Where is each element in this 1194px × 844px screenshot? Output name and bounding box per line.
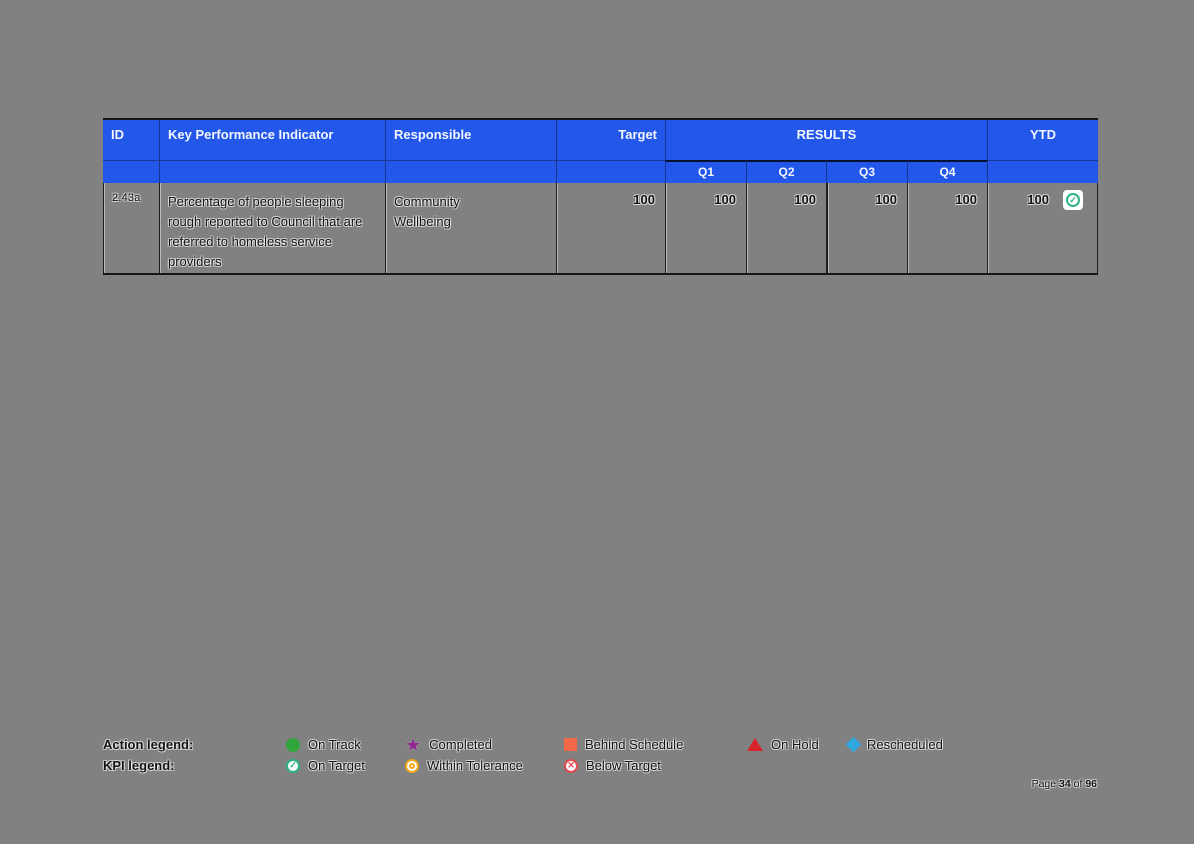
on-target-status-chip: ✓ xyxy=(1063,190,1083,210)
header-spacer xyxy=(987,160,1098,183)
legend-item-label: Rescheduled xyxy=(867,737,943,752)
kpi-row-q1: 100 xyxy=(665,183,746,273)
header-spacer xyxy=(103,160,159,183)
legend-item-behind-schedule: Behind Schedule xyxy=(564,737,683,752)
kpi-row-description: Percentage of people sleeping rough repo… xyxy=(159,183,385,273)
legend-item-label: On Target xyxy=(308,758,365,773)
legend-item-label: On Hold xyxy=(771,737,819,752)
column-header-results: RESULTS xyxy=(665,120,987,160)
action-legend-label: Action legend: xyxy=(103,737,194,752)
kpi-table: ID Key Performance Indicator Responsible… xyxy=(103,118,1098,275)
action-legend-row: Action legend: On Track ★ Completed Behi… xyxy=(0,734,1194,757)
kpi-row-id: 2.43a xyxy=(103,183,159,273)
column-header-kpi: Key Performance Indicator xyxy=(159,120,385,160)
triangle-icon xyxy=(747,738,763,751)
check-ring-icon: ✓ xyxy=(286,758,300,773)
footer-prefix: Page xyxy=(1031,778,1057,790)
header-spacer xyxy=(159,160,385,183)
kpi-row-q4: 100 xyxy=(907,183,987,273)
legend-item-completed: ★ Completed xyxy=(405,734,493,755)
legend-item-within-tolerance: Within Tolerance xyxy=(405,758,523,773)
kpi-row-q2: 100 xyxy=(746,183,826,273)
ytd-value: 100 xyxy=(1027,192,1049,207)
kpi-row-ytd: 100 ✓ xyxy=(987,183,1098,273)
column-header-q1: Q1 xyxy=(665,160,746,183)
circle-icon xyxy=(286,737,300,752)
column-header-q3: Q3 xyxy=(826,160,907,183)
diamond-icon xyxy=(845,736,862,753)
legend-item-on-track: On Track xyxy=(286,737,361,752)
bullseye-icon xyxy=(405,758,419,773)
legend-item-label: Behind Schedule xyxy=(585,737,684,752)
column-header-responsible: Responsible xyxy=(385,120,556,160)
kpi-legend-label: KPI legend: xyxy=(103,758,175,773)
column-header-ytd: YTD xyxy=(987,120,1098,160)
column-header-target: Target xyxy=(556,120,665,160)
legend-item-on-target: ✓ On Target xyxy=(286,758,365,773)
footer-total-pages: 96 xyxy=(1085,778,1097,790)
page-number-footer: Page 34 of 96 xyxy=(1032,778,1097,790)
header-spacer xyxy=(385,160,556,183)
header-spacer xyxy=(556,160,665,183)
on-target-icon: ✓ xyxy=(1066,193,1080,207)
bullseye-dot xyxy=(409,762,415,769)
cross-ring-icon: ✕ xyxy=(564,758,578,773)
legend-item-rescheduled: Rescheduled xyxy=(845,736,943,753)
column-header-id: ID xyxy=(103,120,159,160)
kpi-row-q3: 100 xyxy=(826,183,907,273)
column-header-q2: Q2 xyxy=(746,160,826,183)
footer-current-page: 34 xyxy=(1059,778,1071,790)
column-header-q4: Q4 xyxy=(907,160,987,183)
kpi-legend-row: KPI legend: ✓ On Target Within Tolerance… xyxy=(0,758,1194,778)
footer-separator: of xyxy=(1073,778,1083,790)
star-icon: ★ xyxy=(405,734,422,755)
legend-item-label: On Track xyxy=(308,737,361,752)
square-icon xyxy=(564,738,577,751)
legend-item-label: Below Target xyxy=(586,758,661,773)
legend-item-label: Within Tolerance xyxy=(427,758,523,773)
legend-item-on-hold: On Hold xyxy=(747,737,819,752)
kpi-row-target: 100 xyxy=(556,183,665,273)
legend-item-below-target: ✕ Below Target xyxy=(564,758,661,773)
kpi-row-responsible: Community Wellbeing xyxy=(385,183,556,273)
legend-item-label: Completed xyxy=(429,737,493,752)
responsible-text: Community Wellbeing xyxy=(394,194,460,229)
